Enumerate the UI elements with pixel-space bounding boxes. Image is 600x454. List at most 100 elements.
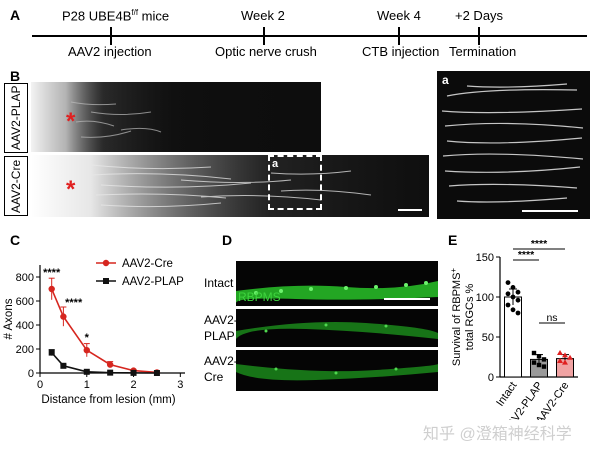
scale-bar-d xyxy=(384,298,430,300)
significance-label: **** xyxy=(518,249,535,261)
row-label-cre-d: AAV2- Cre xyxy=(204,354,238,384)
timeline-axis xyxy=(32,35,587,37)
row-label-plap: AAV2-PLAP xyxy=(4,83,28,153)
row-label-cre: AAV2-Cre xyxy=(4,156,28,216)
data-point xyxy=(557,358,563,363)
timeline-tick xyxy=(263,27,265,45)
rbpms-intact-svg xyxy=(236,281,438,303)
data-point xyxy=(567,354,573,360)
rbpms-image-cre xyxy=(236,350,438,391)
timeline-event-crush: Optic nerve crush xyxy=(215,44,317,59)
timeline-week2-label: Week 2 xyxy=(241,8,285,23)
data-point xyxy=(48,285,55,293)
data-point xyxy=(48,349,55,356)
nerve-image-cre xyxy=(31,155,429,217)
stain-label: RBPMS xyxy=(238,290,281,304)
scale-bar-zoom xyxy=(522,210,578,212)
rgc-survival-chart: 0 50 100 150 Survival of RBPMS+ total RGCs % I… xyxy=(449,238,578,420)
panel-b-label: B xyxy=(10,68,21,84)
timeline-start-suffix: mice xyxy=(138,8,170,24)
y-axis-label-sup: + xyxy=(449,268,458,273)
legend-marker xyxy=(103,278,109,284)
data-point xyxy=(130,369,137,376)
timeline-start-label: P28 UBE4Bf/f mice xyxy=(62,8,169,23)
x-tick-label: 2 xyxy=(130,379,136,391)
y-tick-label: 100 xyxy=(476,292,494,304)
data-point xyxy=(153,370,160,376)
x-tick-label: Intact xyxy=(494,380,519,409)
y-axis-label: Survival of RBPMS+ total RGCs % xyxy=(449,268,477,367)
panel-c-label: C xyxy=(10,232,21,248)
y-tick-label: 0 xyxy=(28,368,34,380)
data-point xyxy=(541,364,547,369)
zoom-image-svg xyxy=(437,71,590,219)
y-tick-label: 400 xyxy=(16,320,34,332)
timeline-end-label: +2 Days xyxy=(455,8,504,23)
inset-box-label: a xyxy=(272,158,279,170)
data-point xyxy=(515,289,521,295)
data-point xyxy=(536,362,542,368)
series-line-aav2-cre xyxy=(50,288,157,374)
zoom-image-label: a xyxy=(442,73,449,87)
y-tick-label: 600 xyxy=(16,296,34,308)
x-tick-label: 1 xyxy=(84,379,90,391)
nerve-plap-svg xyxy=(31,82,321,152)
rbpms-cre-svg xyxy=(236,364,438,381)
data-point xyxy=(60,362,67,369)
data-point xyxy=(536,354,542,359)
x-axis-label: Distance from lesion (mm) xyxy=(41,394,175,406)
y-axis-label-line1: Survival of RBPMS xyxy=(451,273,463,367)
y-tick-label: 150 xyxy=(476,252,494,264)
significance-label: ns xyxy=(546,312,557,324)
panel-e-label: E xyxy=(448,232,458,248)
timeline-tick xyxy=(110,27,112,45)
nerve-image-plap xyxy=(31,82,321,152)
y-axis-label: # Axons xyxy=(3,298,15,339)
significance-label: **** xyxy=(65,297,83,309)
data-point xyxy=(83,347,90,354)
timeline-event-aav2: AAV2 injection xyxy=(68,44,152,59)
row-label-intact: Intact xyxy=(204,276,234,290)
data-point xyxy=(562,352,568,358)
data-point xyxy=(515,297,521,303)
genotype-superscript: f/f xyxy=(131,8,139,17)
lesion-marker-cre: * xyxy=(66,176,76,203)
data-point xyxy=(505,291,511,297)
scale-bar-b xyxy=(398,209,422,211)
data-point xyxy=(531,350,537,356)
data-point xyxy=(557,350,563,355)
series-line-aav2-plap xyxy=(51,352,157,374)
timeline-start-text: P28 UBE4B xyxy=(62,8,132,24)
legend-label: AAV2-PLAP xyxy=(122,276,184,288)
y-tick-label: 200 xyxy=(16,344,34,356)
lesion-marker-plap: * xyxy=(66,108,76,135)
panel-a-label: A xyxy=(10,7,21,23)
data-point xyxy=(83,368,90,375)
legend-marker xyxy=(102,259,110,267)
timeline-week4-label: Week 4 xyxy=(377,8,421,23)
data-point xyxy=(510,285,516,290)
data-point xyxy=(562,359,568,365)
y-tick-label: 800 xyxy=(16,272,34,284)
data-point xyxy=(107,369,114,376)
data-point xyxy=(505,280,511,285)
data-point xyxy=(510,294,516,300)
timeline-tick xyxy=(478,27,480,45)
watermark: 知乎 @澄箱神经科学 xyxy=(423,426,572,443)
significance-label: * xyxy=(85,332,90,344)
rbpms-image-intact xyxy=(236,261,438,306)
timeline-tick xyxy=(398,27,400,45)
data-point xyxy=(531,360,537,365)
data-point xyxy=(541,357,547,362)
data-point xyxy=(510,307,516,313)
legend-label: AAV2-Cre xyxy=(122,258,173,270)
x-tick-label: 3 xyxy=(177,379,183,391)
rbpms-plap-svg xyxy=(236,322,438,339)
rbpms-image-plap xyxy=(236,309,438,347)
inset-box xyxy=(268,155,322,210)
data-point xyxy=(60,313,67,320)
data-point xyxy=(505,302,511,308)
y-tick-label: 0 xyxy=(488,372,494,384)
x-tick-label: 0 xyxy=(37,379,43,391)
